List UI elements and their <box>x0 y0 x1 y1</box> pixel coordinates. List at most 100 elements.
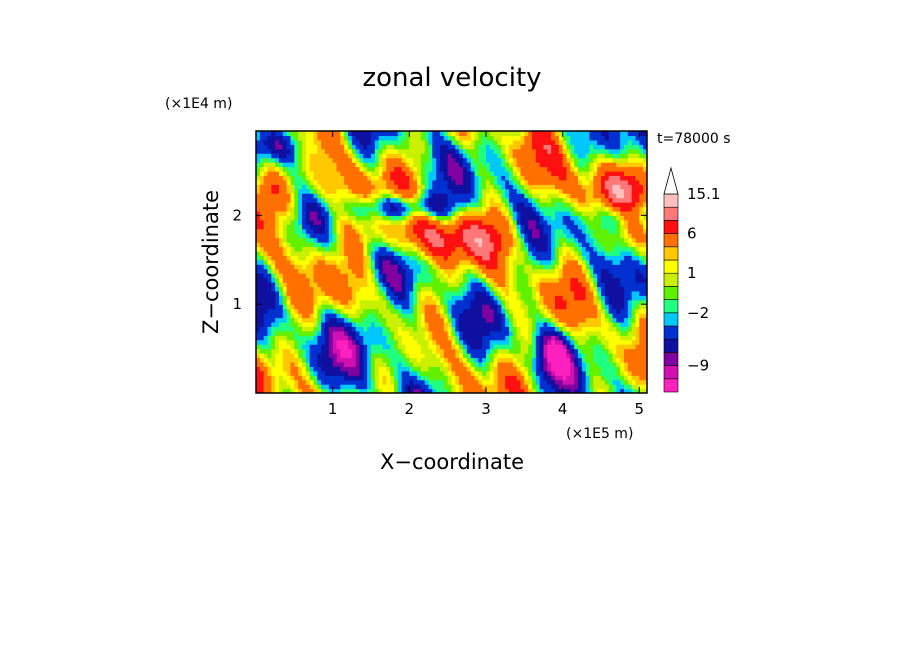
field-cell <box>302 366 307 372</box>
field-cell <box>313 268 318 274</box>
field-cell <box>256 219 261 225</box>
field-cell <box>286 166 292 172</box>
field-cell <box>509 361 514 367</box>
field-cell <box>455 210 460 216</box>
field-cell <box>555 313 560 319</box>
field-cell <box>279 388 284 393</box>
field-cell <box>558 384 564 390</box>
field-cell <box>317 250 322 256</box>
field-cell <box>348 344 353 350</box>
field-cell <box>528 219 533 225</box>
field-cell <box>290 166 295 172</box>
field-cell <box>371 344 376 350</box>
field-cell <box>263 148 269 154</box>
field-cell <box>351 281 357 288</box>
field-cell <box>355 233 361 239</box>
field-cell <box>321 162 326 168</box>
field-cell <box>478 281 483 288</box>
field-cell <box>417 361 422 367</box>
field-cell <box>566 135 571 141</box>
field-cell <box>321 148 326 154</box>
field-cell <box>420 295 426 301</box>
field-cell <box>321 170 326 177</box>
field-cell <box>279 188 284 194</box>
field-cell <box>463 139 468 145</box>
field-cell <box>286 202 292 208</box>
field-cell <box>443 370 449 376</box>
field-cell <box>378 295 384 301</box>
field-cell <box>463 215 468 221</box>
field-cell <box>348 179 353 185</box>
field-cell <box>566 299 571 305</box>
field-cell <box>512 330 518 336</box>
field-cell <box>359 219 364 225</box>
field-cell <box>374 175 380 181</box>
field-cell <box>524 237 529 243</box>
field-cell <box>267 184 272 190</box>
field-cell <box>440 375 445 381</box>
field-cell <box>267 197 272 203</box>
field-cell <box>512 273 518 279</box>
field-cell <box>501 139 506 145</box>
field-cell <box>459 202 464 208</box>
field-cell <box>305 348 311 354</box>
field-cell <box>397 268 403 274</box>
field-cell <box>405 237 410 243</box>
field-cell <box>259 388 265 393</box>
field-cell <box>528 170 533 177</box>
field-cell <box>317 219 322 225</box>
field-cell <box>486 135 491 141</box>
field-cell <box>482 228 487 234</box>
field-cell <box>570 228 575 234</box>
field-cell <box>290 384 295 390</box>
field-cell <box>305 286 311 292</box>
field-cell <box>505 273 510 279</box>
field-cell <box>505 326 510 332</box>
field-cell <box>459 339 464 345</box>
field-cell <box>405 286 410 292</box>
field-cell <box>275 210 280 216</box>
field-cell <box>367 286 372 292</box>
field-cell <box>547 170 552 177</box>
field-cell <box>470 224 476 230</box>
field-cell <box>566 224 571 230</box>
field-cell <box>317 366 322 372</box>
field-cell <box>332 375 338 381</box>
field-cell <box>417 139 422 145</box>
field-cell <box>474 135 479 141</box>
field-cell <box>574 157 579 163</box>
field-cell <box>562 188 568 194</box>
field-cell <box>282 233 288 239</box>
field-cell <box>516 148 522 154</box>
field-cell <box>305 326 311 332</box>
field-cell <box>321 384 326 390</box>
field-cell <box>413 335 418 341</box>
field-cell <box>336 379 341 385</box>
field-cell <box>336 277 341 283</box>
field-cell <box>497 162 502 168</box>
field-cell <box>282 170 288 177</box>
field-cell <box>455 202 460 208</box>
field-cell <box>551 295 556 301</box>
field-cell <box>290 170 295 177</box>
field-cell <box>294 308 299 314</box>
field-cell <box>321 290 326 296</box>
field-cell <box>451 206 456 212</box>
field-cell <box>470 139 476 145</box>
field-cell <box>516 144 522 150</box>
field-cell <box>328 290 334 296</box>
field-cell <box>443 264 449 270</box>
field-cell <box>409 193 414 199</box>
field-cell <box>493 135 499 141</box>
field-cell <box>486 184 491 190</box>
field-cell <box>332 179 338 185</box>
field-cell <box>397 326 403 332</box>
field-cell <box>455 384 460 390</box>
field-cell <box>386 357 391 363</box>
field-cell <box>309 179 315 185</box>
field-cell <box>336 295 341 301</box>
field-cell <box>271 388 276 393</box>
field-cell <box>558 388 564 393</box>
field-cell <box>332 193 338 199</box>
field-cell <box>443 299 449 305</box>
